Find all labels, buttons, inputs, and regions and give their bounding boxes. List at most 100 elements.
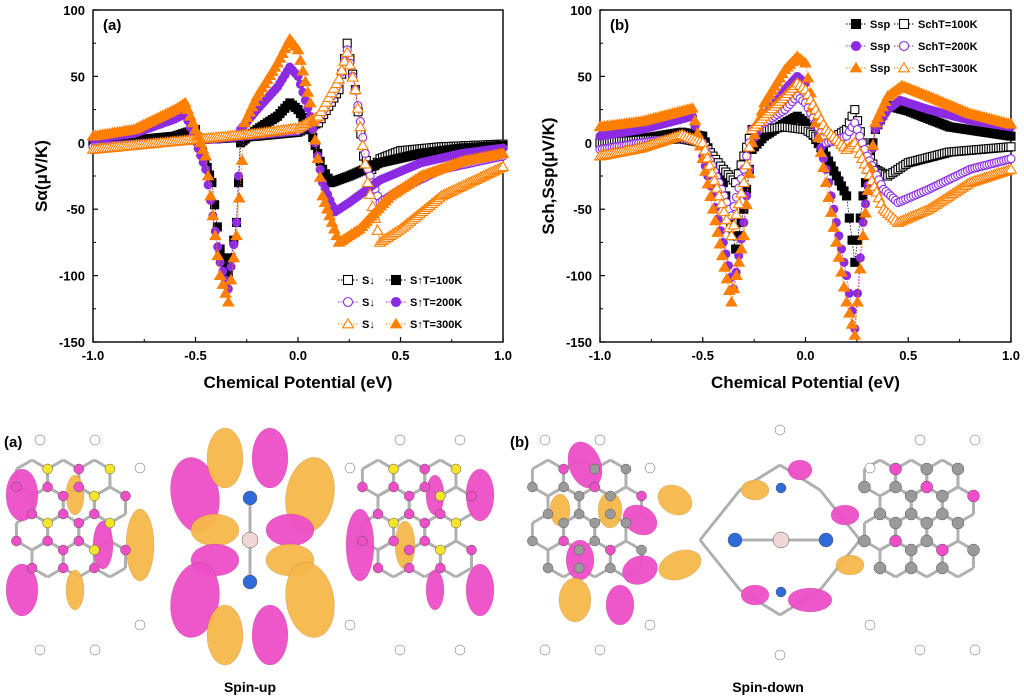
x-tick-label: 0.0 — [796, 348, 814, 363]
data-point — [363, 188, 377, 199]
data-point — [204, 189, 217, 201]
atom — [466, 490, 477, 502]
atom — [435, 562, 446, 574]
atom — [889, 462, 902, 476]
data-point — [866, 139, 880, 150]
data-point — [1006, 142, 1016, 152]
atom — [605, 544, 616, 556]
atom — [951, 462, 965, 476]
hydrogen-atom — [644, 462, 656, 474]
atom — [26, 562, 38, 574]
data-point — [199, 149, 213, 161]
hydrogen-atom — [454, 644, 466, 656]
atom — [73, 463, 85, 475]
molecule-panel-label: (b) — [510, 434, 529, 451]
orbital-lobe — [170, 562, 220, 638]
hydrogen-atom — [344, 619, 356, 631]
data-point — [735, 187, 748, 198]
atom — [104, 463, 116, 475]
data-point — [860, 199, 871, 209]
data-point — [718, 261, 731, 272]
spin-down-orbital-illustration — [527, 424, 981, 661]
atom — [573, 544, 585, 556]
y-tick-label: 0 — [585, 136, 592, 151]
atom — [920, 480, 934, 494]
atom — [904, 507, 918, 521]
data-point — [313, 171, 327, 182]
hydrogen-atom — [644, 619, 656, 631]
x-axis-label: Chemical Potential (eV) — [204, 373, 393, 392]
data-point — [732, 256, 746, 267]
x-tick-label: -1.0 — [82, 348, 104, 363]
data-point — [311, 152, 325, 164]
x-tick-label: 1.0 — [1002, 348, 1020, 363]
data-point — [203, 180, 213, 190]
legend-label: S↑T=300K — [410, 319, 462, 331]
orbital-lobe — [830, 504, 860, 526]
y-axis-label: Sch,Ssp(μV/K) — [539, 117, 558, 234]
atom — [73, 535, 85, 547]
orbital-lobe — [787, 459, 813, 481]
atom — [403, 562, 415, 574]
panel-label: (b) — [610, 17, 629, 34]
metal-atom — [772, 531, 790, 549]
data-point — [876, 100, 890, 112]
atom — [57, 544, 69, 556]
atom — [89, 508, 100, 520]
data-point — [742, 141, 756, 152]
x-tick-label: 0.5 — [899, 348, 917, 363]
data-point — [349, 83, 362, 95]
atom — [403, 508, 415, 520]
data-point — [735, 242, 748, 254]
data-point — [822, 191, 835, 202]
data-point — [245, 100, 259, 112]
data-point — [226, 262, 236, 272]
atom — [589, 463, 601, 475]
hydrogen-atom — [914, 644, 926, 656]
orbital-lobe — [622, 555, 658, 585]
atom — [73, 481, 85, 493]
atom — [573, 562, 585, 574]
data-point — [221, 295, 235, 307]
orbital-lobe — [125, 508, 155, 582]
legend-label: Ssp — [870, 63, 890, 75]
atom — [936, 489, 949, 503]
nitrogen-atom — [775, 586, 787, 598]
data-point — [730, 208, 743, 219]
data-point — [868, 116, 882, 128]
atom — [589, 517, 601, 529]
legend-marker — [897, 61, 911, 73]
bond — [109, 566, 127, 579]
data-point — [850, 105, 860, 115]
atom — [936, 543, 949, 557]
panel-label: (a) — [103, 17, 121, 34]
y-tick-label: -150 — [59, 335, 85, 350]
atom — [388, 517, 399, 529]
orbital-lobe — [425, 569, 445, 611]
nitrogen-atom — [242, 574, 258, 590]
data-point — [356, 139, 370, 150]
data-point — [814, 146, 828, 158]
atom — [450, 517, 462, 529]
chart-panel-a: -1.0 -0.5 0.0 0.5 1.0 100 50 0 -50 -100 -150 Chemic… — [32, 3, 512, 392]
hydrogen-atom — [394, 644, 406, 656]
data-point — [332, 72, 346, 84]
atom — [388, 463, 399, 475]
atom — [26, 508, 38, 520]
data-point — [346, 71, 360, 82]
data-point — [213, 269, 227, 280]
data-point — [713, 237, 727, 249]
atom — [357, 481, 368, 493]
atom — [357, 535, 368, 547]
data-point — [853, 262, 867, 274]
data-point — [230, 229, 243, 241]
data-point — [231, 217, 242, 228]
data-point — [686, 102, 699, 113]
data-point — [740, 158, 753, 170]
atom — [42, 481, 53, 493]
data-point — [296, 64, 310, 76]
data-point — [234, 171, 244, 181]
orbital-lobe — [835, 554, 865, 576]
legend-marker — [850, 18, 862, 30]
legend-label: S↑T=100K — [410, 275, 462, 287]
